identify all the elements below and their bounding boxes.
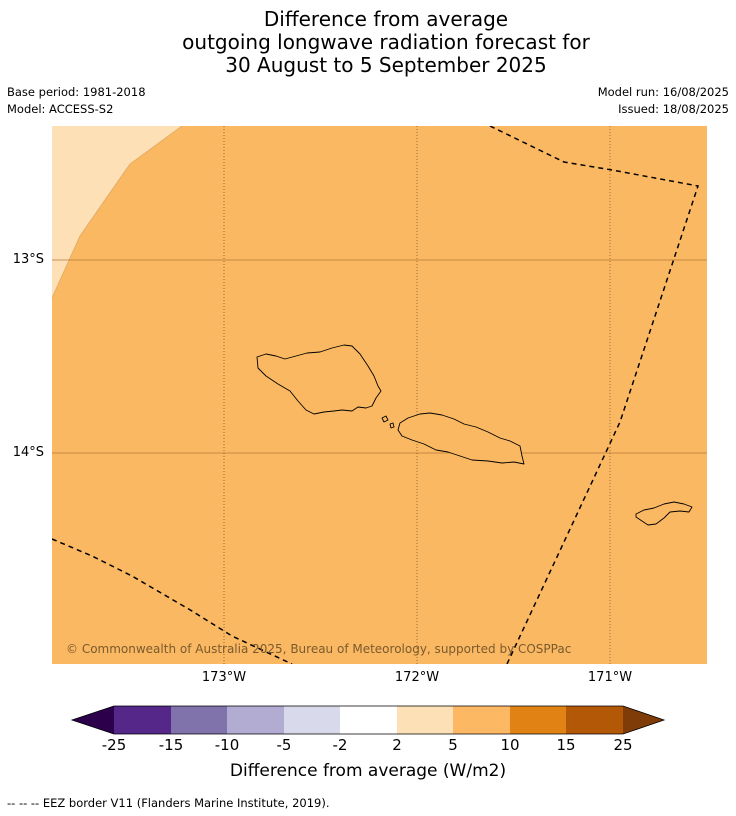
issued-date: Issued: 18/08/2025 — [618, 102, 729, 116]
colorbar-tick: 25 — [613, 736, 633, 754]
colorbar-tick: 5 — [448, 736, 458, 754]
islet-manono — [381, 415, 389, 423]
meta-right: Model run: 16/08/2025 Issued: 18/08/2025 — [598, 84, 729, 118]
colorbar-tick: 15 — [556, 736, 576, 754]
island-savaii — [256, 344, 382, 415]
colorbar-tick: -25 — [101, 736, 127, 754]
title-line-1: Difference from average — [263, 7, 509, 31]
lat-label-13s: 13°S — [12, 252, 44, 267]
lon-label-171w: 171°W — [587, 670, 633, 685]
colorbar-tick: 10 — [500, 736, 520, 754]
colorbar-bin-4 — [284, 706, 340, 734]
title-line-2: outgoing longwave radiation forecast for — [182, 30, 590, 54]
colorbar-bin-7 — [453, 706, 510, 734]
model-run: Model run: 16/08/2025 — [597, 85, 729, 99]
colorbar-bin-5 — [340, 706, 397, 734]
colorbar-bin-6 — [397, 706, 453, 734]
title-line-3: 30 August to 5 September 2025 — [225, 53, 547, 77]
contour-line — [52, 126, 183, 299]
colorbar-tick: -10 — [214, 736, 240, 754]
colorbar-outline — [70, 705, 666, 735]
lon-label-172w: 172°W — [394, 670, 440, 685]
colorbar-extend-low — [72, 706, 114, 734]
anomaly-fill-light — [52, 126, 182, 298]
colorbar-tick: -15 — [158, 736, 184, 754]
eez-border-southwest — [52, 538, 293, 664]
map-svg: © Commonwealth of Australia 2025, Bureau… — [52, 126, 707, 664]
gridlines — [52, 259, 707, 454]
meta-left: Base period: 1981-2018 Model: ACCESS-S2 — [7, 84, 146, 118]
footnote: -- -- -- EEZ border V11 (Flanders Marine… — [7, 796, 330, 810]
colorbar-bin-2 — [171, 706, 227, 734]
lon-label-173w: 173°W — [201, 670, 247, 685]
colorbar-label: Difference from average (W/m2) — [229, 761, 507, 781]
island-upolu — [397, 412, 525, 465]
colorbar-tick: 2 — [392, 736, 402, 754]
islands — [256, 344, 693, 526]
islet-apolima — [389, 422, 395, 429]
chart-title: Difference from average outgoing longwav… — [0, 8, 736, 77]
colorbar-tick: -5 — [276, 736, 292, 754]
map-panel: © Commonwealth of Australia 2025, Bureau… — [52, 126, 707, 664]
colorbar-tick: -2 — [332, 736, 348, 754]
colorbar-bin-8 — [510, 706, 566, 734]
copyright-notice: © Commonwealth of Australia 2025, Bureau… — [66, 642, 571, 656]
colorbar-bin-3 — [227, 706, 284, 734]
eez-border-east — [489, 126, 699, 664]
colorbar-extend-high — [623, 706, 664, 734]
colorbar — [70, 705, 666, 735]
model-name: Model: ACCESS-S2 — [7, 102, 114, 116]
anomaly-fill-dominant — [52, 126, 707, 664]
island-tutuila — [635, 501, 693, 526]
colorbar-bin-9 — [566, 706, 623, 734]
lat-label-14s: 14°S — [12, 445, 44, 460]
eez-border — [52, 126, 699, 664]
colorbar-bin-1 — [114, 706, 171, 734]
base-period: Base period: 1981-2018 — [7, 85, 146, 99]
